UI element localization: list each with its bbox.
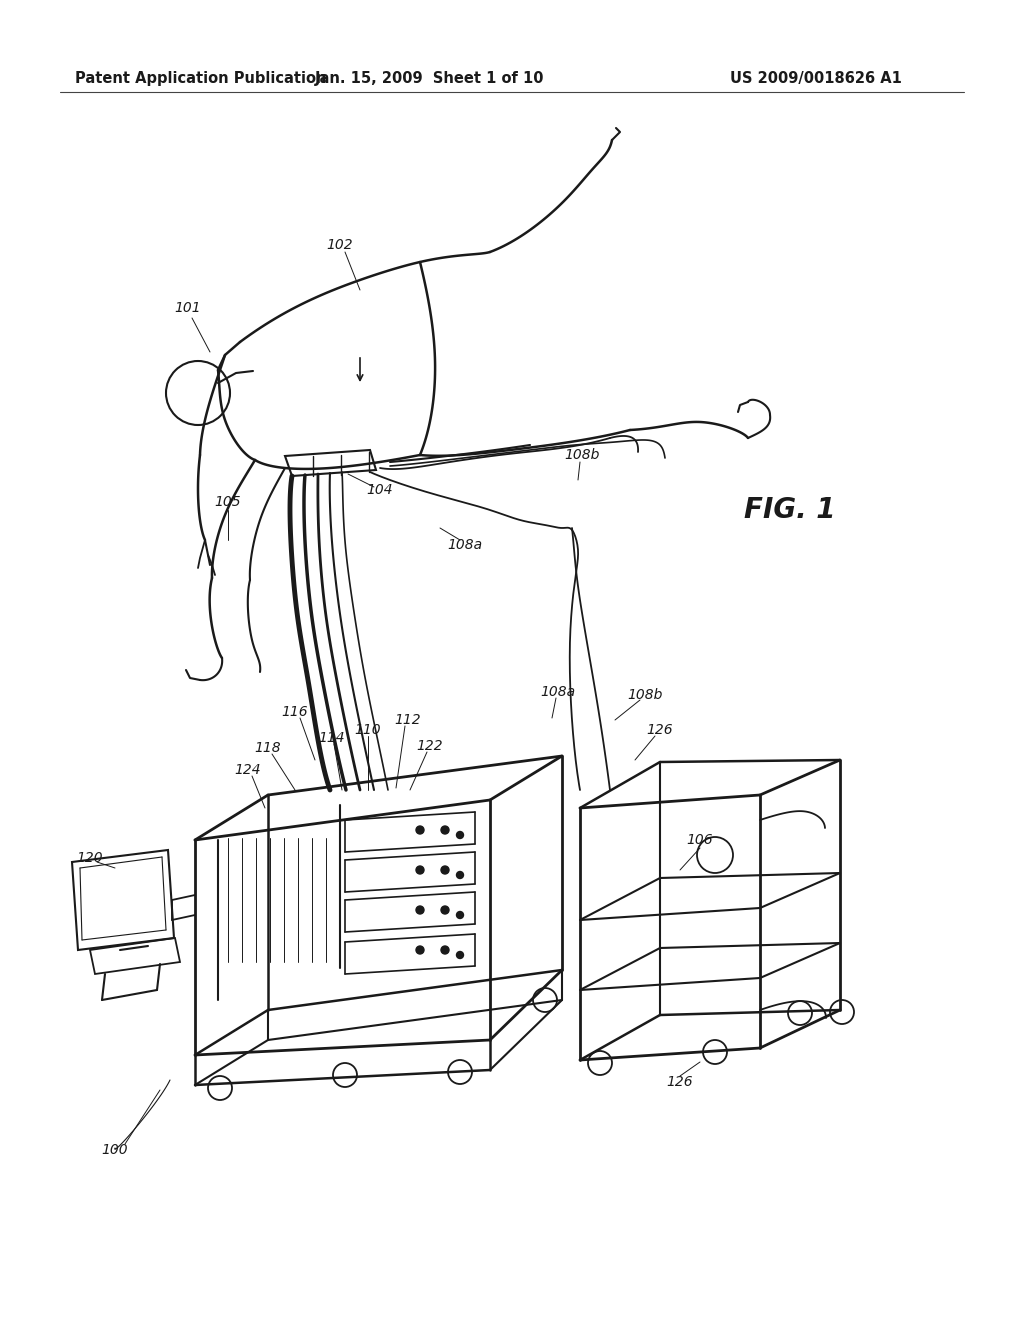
Text: 124: 124 — [234, 763, 261, 777]
Circle shape — [457, 952, 464, 958]
Text: Jan. 15, 2009  Sheet 1 of 10: Jan. 15, 2009 Sheet 1 of 10 — [315, 70, 545, 86]
Circle shape — [441, 906, 449, 913]
Text: 112: 112 — [394, 713, 421, 727]
Text: 102: 102 — [327, 238, 353, 252]
Text: 116: 116 — [282, 705, 308, 719]
Circle shape — [457, 912, 464, 919]
Text: Patent Application Publication: Patent Application Publication — [75, 70, 327, 86]
Circle shape — [441, 946, 449, 954]
Text: 105: 105 — [215, 495, 242, 510]
Circle shape — [441, 826, 449, 834]
Text: 126: 126 — [647, 723, 674, 737]
Circle shape — [416, 826, 424, 834]
Circle shape — [441, 866, 449, 874]
Text: 100: 100 — [101, 1143, 128, 1158]
Text: 126: 126 — [667, 1074, 693, 1089]
Circle shape — [416, 906, 424, 913]
Text: 122: 122 — [417, 739, 443, 752]
Text: 108a: 108a — [541, 685, 575, 700]
Text: 108b: 108b — [564, 447, 600, 462]
Circle shape — [416, 866, 424, 874]
Text: 120: 120 — [77, 851, 103, 865]
Text: 106: 106 — [687, 833, 714, 847]
Circle shape — [457, 871, 464, 879]
Circle shape — [457, 832, 464, 838]
Text: 101: 101 — [175, 301, 202, 315]
Text: 118: 118 — [255, 741, 282, 755]
Text: FIG. 1: FIG. 1 — [744, 496, 836, 524]
Text: 108b: 108b — [628, 688, 663, 702]
Text: 114: 114 — [318, 731, 345, 744]
Text: 108a: 108a — [447, 539, 482, 552]
Text: US 2009/0018626 A1: US 2009/0018626 A1 — [730, 70, 902, 86]
Text: 104: 104 — [367, 483, 393, 498]
Circle shape — [416, 946, 424, 954]
Text: 110: 110 — [354, 723, 381, 737]
